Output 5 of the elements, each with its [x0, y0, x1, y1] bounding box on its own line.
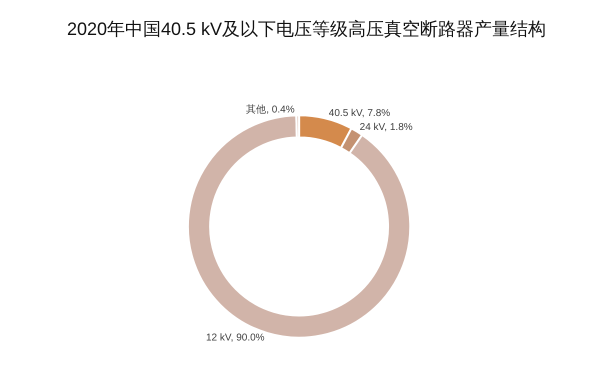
chart-title: 2020年中国40.5 kV及以下电压等级高压真空断路器产量结构 — [66, 18, 546, 39]
slice-label: 其他, 0.4% — [246, 103, 295, 116]
slice-label: 24 kV, 1.8% — [360, 122, 413, 133]
slice-label: 40.5 kV, 7.8% — [328, 108, 390, 119]
slice-label: 12 kV, 90.0% — [206, 332, 265, 344]
